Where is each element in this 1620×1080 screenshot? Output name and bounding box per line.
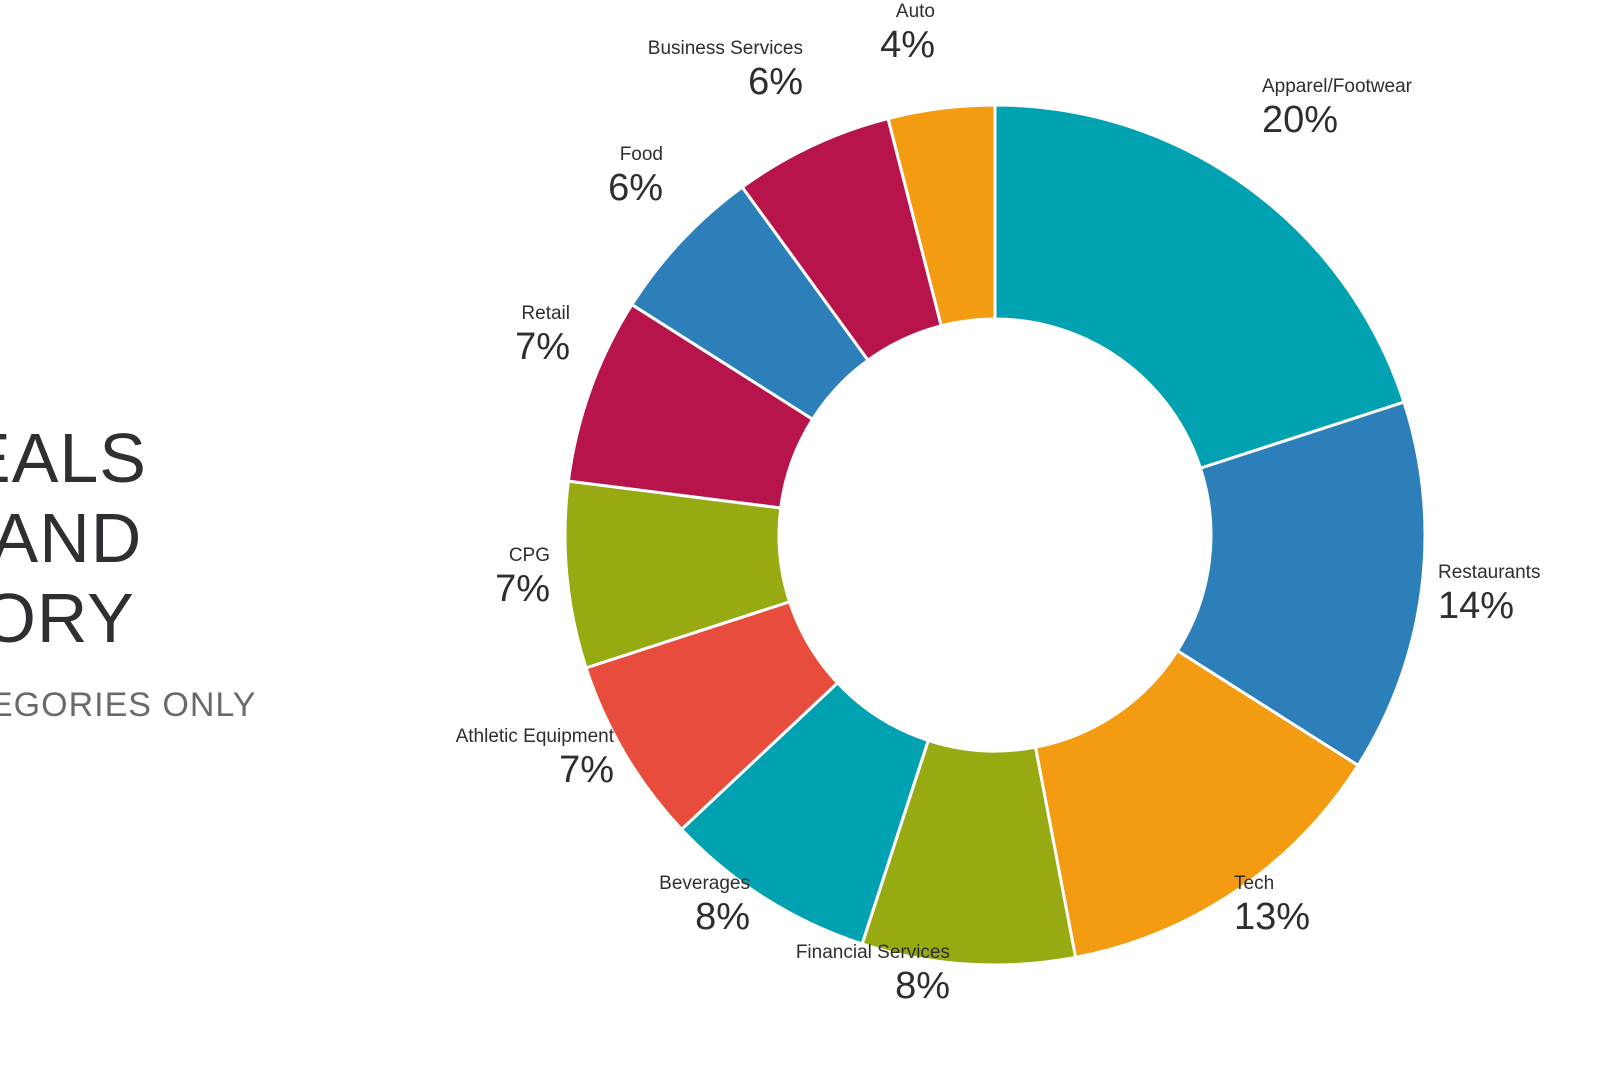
slice-apparel-footwear [993, 103, 1406, 471]
percent-label: 6% [608, 167, 663, 209]
page-subtitle: EGORIES ONLY [0, 686, 257, 724]
page-title: EALS RAND GORY [0, 418, 147, 658]
slice-tech [1033, 648, 1361, 960]
slice-auto [886, 103, 997, 328]
category-label: Auto [896, 1, 935, 22]
percent-label: 4% [880, 24, 935, 66]
percent-label: 7% [559, 749, 614, 791]
slice-restaurants [1175, 400, 1427, 768]
category-label: Business Services [648, 38, 803, 59]
category-label: Food [620, 144, 663, 165]
category-label: CPG [509, 545, 550, 566]
category-label: Apparel/Footwear [1262, 76, 1413, 97]
percent-label: 7% [495, 568, 550, 610]
category-label: Financial Services [796, 942, 950, 963]
percent-label: 14% [1438, 585, 1514, 627]
percent-label: 6% [748, 61, 803, 103]
category-label: Retail [521, 303, 570, 324]
category-label: Beverages [659, 873, 750, 894]
percent-label: 8% [895, 965, 950, 1007]
title-line-1: EALS [0, 419, 147, 497]
category-label: Tech [1234, 873, 1274, 894]
title-line-2: RAND [0, 499, 143, 577]
percent-label: 20% [1262, 99, 1338, 141]
percent-label: 7% [515, 326, 570, 368]
category-label: Athletic Equipment [456, 726, 615, 747]
title-line-3: GORY [0, 579, 135, 657]
percent-label: 8% [695, 896, 750, 938]
donut-slices [563, 103, 1427, 967]
category-label: Restaurants [1438, 562, 1540, 583]
percent-label: 13% [1234, 896, 1310, 938]
